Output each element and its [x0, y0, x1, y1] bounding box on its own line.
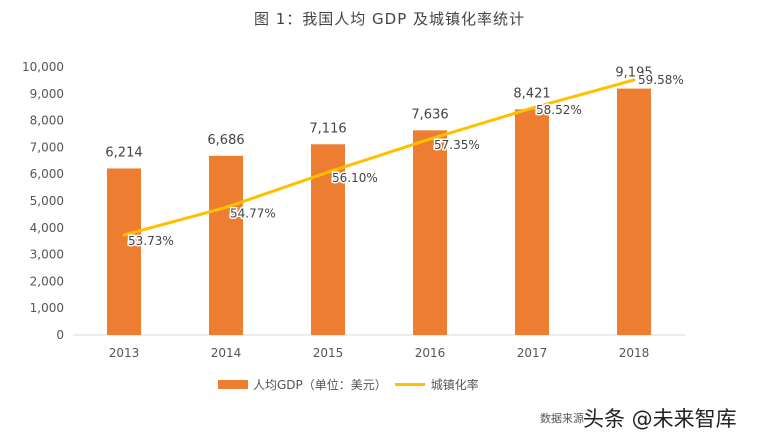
- y-tick-label: 1,000: [30, 301, 64, 315]
- bar-label: 6,214: [105, 145, 142, 160]
- line-label: 57.35%: [434, 138, 480, 152]
- line-label: 53.73%: [128, 234, 174, 248]
- y-tick-label: 6,000: [30, 167, 64, 181]
- line-point: [530, 106, 534, 110]
- line-point: [632, 78, 636, 82]
- line-label: 54.77%: [230, 206, 276, 220]
- bar-label: 7,636: [411, 107, 448, 122]
- y-tick-label: 8,000: [30, 114, 64, 128]
- line-label: 58.52%: [536, 103, 582, 117]
- legend-swatch-line: [394, 383, 425, 386]
- y-tick-label: 7,000: [30, 140, 64, 154]
- x-tick-label: 2018: [619, 346, 650, 360]
- legend: 人均GDP（单位：美元） 城镇化率: [218, 376, 479, 393]
- line-point: [224, 205, 228, 209]
- chart-title: 图 1：我国人均 GDP 及城镇化率统计: [253, 10, 526, 28]
- watermark: 头条 @未来智库: [583, 407, 737, 431]
- bar-2013: [107, 168, 141, 335]
- bar-label: 8,421: [513, 86, 550, 101]
- bar-label: 6,686: [207, 133, 244, 148]
- bar-2014: [209, 155, 243, 335]
- x-tick-label: 2015: [313, 346, 344, 360]
- y-tick-label: 0: [56, 328, 64, 342]
- line-point: [122, 233, 126, 237]
- x-tick-label: 2017: [517, 346, 548, 360]
- y-tick-label: 3,000: [30, 248, 64, 262]
- bar-2017: [515, 109, 549, 335]
- legend-swatch-bar: [218, 380, 248, 389]
- urbanization-line: [123, 78, 635, 237]
- y-tick-label: 4,000: [30, 221, 64, 235]
- y-tick-label: 5,000: [30, 194, 64, 208]
- line-point: [428, 137, 432, 141]
- x-tick-label: 2014: [211, 346, 242, 360]
- bar-2018: [617, 88, 651, 335]
- bar-label: 9,195: [615, 66, 652, 81]
- y-tick-label: 2,000: [30, 274, 64, 288]
- line-label: 59.58%: [638, 73, 684, 87]
- x-tick-label: 2016: [415, 346, 446, 360]
- y-tick-label: 9,000: [30, 87, 64, 101]
- legend-label-gdp: 人均GDP（单位：美元）: [253, 378, 387, 392]
- bar-2016: [413, 130, 447, 335]
- line-point: [326, 170, 330, 174]
- source-note: 数据来源: [540, 412, 584, 425]
- bar-label: 7,116: [309, 121, 346, 136]
- legend-label-urban: 城镇化率: [430, 378, 479, 392]
- x-tick-label: 2013: [109, 346, 140, 360]
- y-tick-label: 10,000: [22, 60, 64, 74]
- line-label: 56.10%: [332, 171, 378, 185]
